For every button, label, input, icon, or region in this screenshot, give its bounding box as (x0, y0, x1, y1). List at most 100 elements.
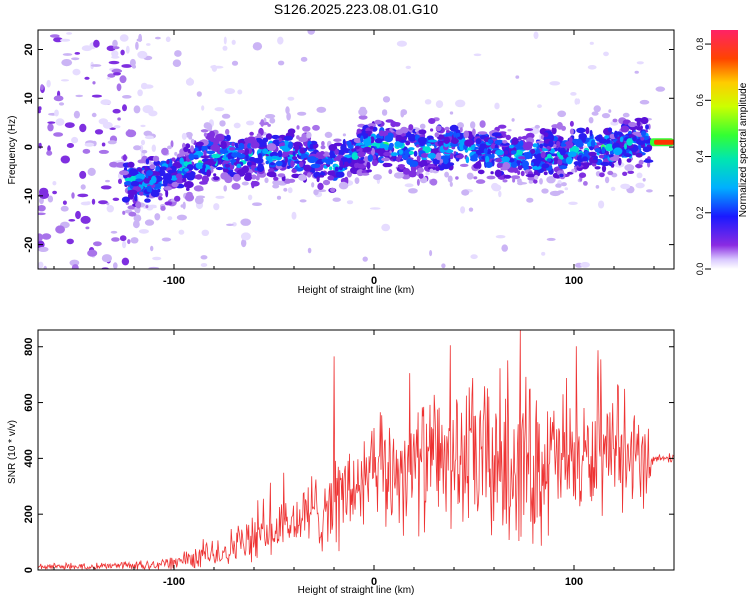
spectrogram-noise-blob (287, 96, 295, 101)
spectrogram-ridge-blob (287, 187, 293, 194)
spectrogram-noise-blob (307, 30, 315, 35)
spectrogram-ridge-blob (378, 130, 385, 137)
spectrogram-ridge-blob (158, 196, 163, 201)
spectrogram-noise-blob (38, 261, 44, 269)
spectrogram-ridge-blob (162, 183, 167, 187)
spectrogram-ridge-blob (202, 164, 206, 170)
spectrogram-ridge-blob (520, 170, 525, 177)
snr-frame (37, 329, 675, 571)
spectrogram-ridge-blob (300, 153, 309, 158)
spectrogram-ridge-blob (193, 154, 199, 158)
spectrogram-noise-blob (455, 99, 466, 108)
spectrogram-ridge-blob (402, 154, 409, 160)
spectrogram-noise-blob (196, 91, 202, 97)
spectrogram-ridge-blob (479, 120, 486, 128)
spectrogram-noise-blob (112, 108, 121, 114)
spectrogram-ridge-blob (415, 144, 420, 148)
spectrogram-ridge-blob (546, 145, 552, 150)
spectrogram-ridge-blob (206, 169, 212, 177)
spectrogram-ridge-blob (593, 105, 601, 113)
spectrogram-ridge-blob (382, 162, 393, 168)
spectrogram-ridge-blob (498, 124, 507, 129)
snr-y-tick-label: 400 (23, 449, 35, 467)
spectrogram-ridge-blob (623, 153, 632, 158)
spectrogram-noise-blob (111, 237, 120, 242)
spectrogram-ridge-blob (278, 137, 282, 142)
spectrogram-noise-blob (396, 40, 407, 47)
spectrogram-noise-blob (226, 223, 234, 226)
spectrogram-ridge-blob (161, 147, 169, 156)
spectrogram-noise-blob (47, 123, 54, 132)
spectrogram-ridge-blob (167, 145, 172, 150)
spectrogram-noise-blob (317, 189, 327, 193)
spectrogram-noise-blob (425, 171, 430, 176)
spectrogram-ridge-blob (143, 176, 151, 184)
spectrogram-ridge-blob (231, 158, 234, 166)
spectrogram-ridge-blob (160, 205, 166, 211)
spectrogram-ridge-blob (429, 168, 434, 173)
spectrogram-ridge-blob (269, 117, 276, 124)
spectrogram-ridge-blob (445, 149, 454, 154)
spectrogram-ridge-blob (176, 177, 184, 184)
spectrogram-ridge-blob (362, 146, 372, 153)
spectrogram-ridge-blob (555, 183, 562, 188)
spectrogram-ridge-blob (201, 105, 205, 111)
spectrogram-ridge-blob (370, 136, 375, 144)
spectrogram-ridge-blob (381, 157, 390, 162)
spectrogram-ridge-blob (588, 117, 594, 124)
spectrogram-ridge-blob (416, 155, 421, 162)
chart-title: S126.2025.223.08.01.G10 (273, 1, 439, 17)
spectrogram-ridge-blob (510, 175, 521, 180)
spectrogram-ridge-blob (253, 157, 264, 164)
spectrogram-ridge-blob (491, 184, 502, 192)
spectrogram-ridge-blob (291, 168, 298, 173)
spectrogram-noise-blob (148, 266, 160, 269)
spectrogram-noise-blob (92, 81, 96, 85)
spectrogram-ridge-blob (457, 122, 464, 129)
spectrogram-ridge-blob (528, 180, 534, 184)
spectrogram-ridge-blob (475, 179, 486, 184)
spectrogram-ridge-blob (588, 151, 597, 157)
spectrogram-noise-blob (84, 76, 90, 80)
spectrogram-noise-blob (125, 129, 137, 138)
spectrogram-ridge-blob (518, 136, 522, 140)
spectrogram-ridge-blob (642, 178, 646, 182)
spectrogram-noise-blob (87, 167, 96, 176)
spectrogram-noise-blob (140, 124, 146, 128)
spectrogram-noise-blob (108, 60, 120, 65)
spectrogram-noise-blob (213, 203, 220, 211)
spectrogram-ridge-blob (357, 151, 366, 158)
spectrogram-ridge-blob (404, 183, 414, 188)
spectrogram-noise-blob (119, 75, 127, 84)
spectrogram-ridge-blob (464, 139, 474, 147)
spectrogram-noise-blob (381, 223, 391, 232)
spectrogram-noise-blob (468, 207, 474, 212)
spectrogram-noise-blob (111, 68, 123, 74)
spectrogram-ridge-blob (557, 159, 563, 166)
spectrogram-ridge-blob (200, 155, 210, 159)
spectrogram-ridge-blob (166, 159, 170, 165)
spectrogram-noise-blob (98, 149, 109, 154)
spectrogram-noise-blob (47, 195, 54, 203)
spectrogram-ridge-blob (628, 121, 637, 128)
spectrogram-noise-blob (62, 53, 73, 56)
spectrogram-ridge-blob (231, 152, 239, 158)
spectrogram-ridge-blob (306, 172, 312, 178)
spectrogram-ridge-blob (408, 133, 417, 142)
spectrogram-ridge-blob (419, 123, 426, 129)
spectrogram-noise-blob (80, 201, 91, 206)
spectrogram-noise-blob (47, 145, 51, 153)
spectrogram-noise-blob (135, 41, 139, 50)
spectrogram-ridge-blob (390, 152, 399, 157)
spectrogram-ridge-blob (400, 110, 405, 118)
spectrogram-ridge-blob (598, 154, 605, 159)
spectrogram-ridge-blob (146, 185, 152, 193)
spectrogram-ridge-blob (301, 133, 307, 139)
spectrogram-ridge-blob (418, 129, 427, 135)
spectrogram-ridge-blob (158, 166, 168, 171)
spectrogram-noise-blob (71, 264, 79, 269)
spectrogram-y-axis-label: Frequency (Hz) (7, 116, 18, 185)
spectrogram-noise-blob (68, 219, 76, 222)
spectrogram-ridge-blob (296, 125, 300, 130)
spectrogram-ridge-blob (590, 139, 596, 148)
